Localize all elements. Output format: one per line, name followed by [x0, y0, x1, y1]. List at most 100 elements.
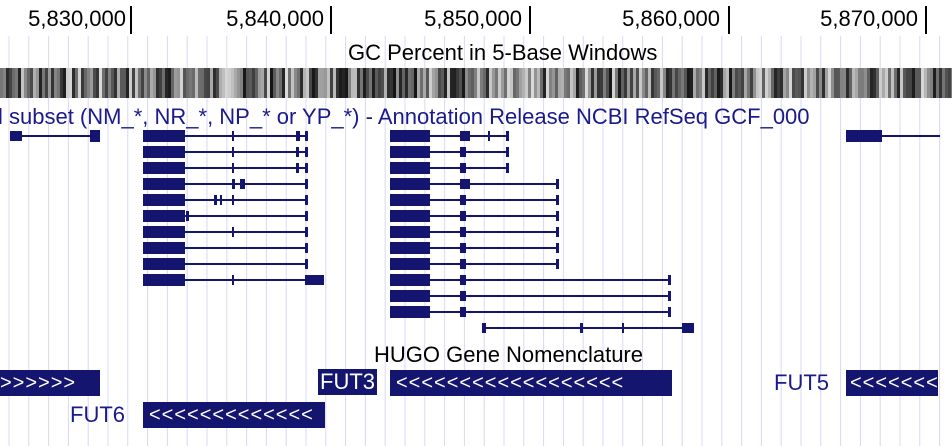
exon-block [390, 274, 410, 286]
refseq-transcript-track [10, 130, 940, 333]
gc-density-stripe [693, 68, 696, 98]
gc-density-stripe [822, 68, 825, 98]
gc-density-stripe [42, 68, 45, 98]
track-label-gc-percent[interactable]: GC Percent in 5-Base Windows [348, 40, 658, 65]
gc-density-stripe [885, 68, 888, 98]
gc-density-stripe [684, 68, 687, 98]
exon-block [506, 131, 509, 141]
gene-bar-fut3[interactable]: <<<<<<<<<<<<<<<<<< [390, 370, 672, 396]
gc-density-stripe [672, 68, 675, 98]
gc-density-stripe [879, 68, 882, 98]
gc-density-stripe [294, 68, 297, 98]
gc-density-stripe [69, 68, 72, 98]
gc-density-stripe [153, 68, 156, 98]
gc-density-stripe [465, 68, 468, 98]
track-label-refseq[interactable]: l subset (NM_*, NR_*, NP_* or YP_*) - An… [0, 104, 810, 129]
gc-density-stripe [276, 68, 279, 98]
exon-block [668, 307, 671, 317]
gc-density-stripe [468, 68, 471, 98]
gc-density-stripe [117, 68, 120, 98]
gc-density-stripe [819, 68, 822, 98]
gc-density-stripe [144, 68, 147, 98]
gc-density-stripe [360, 68, 363, 98]
gene-bar-fut6[interactable]: <<<<<<<<<<<<< [143, 402, 325, 428]
track-label-hugo[interactable]: HUGO Gene Nomenclature [374, 342, 643, 367]
gc-density-stripe [864, 68, 867, 98]
exon-block [305, 163, 308, 173]
exon-block [460, 275, 464, 285]
exon-block [460, 163, 464, 173]
gc-density-stripe [171, 68, 174, 98]
gc-density-stripe [408, 68, 411, 98]
gc-density-stripe [3, 68, 6, 98]
exon-block [390, 146, 410, 158]
gc-density-stripe [555, 68, 558, 98]
exon-block [410, 210, 430, 222]
gc-density-stripe [669, 68, 672, 98]
gc-density-stripe [63, 68, 66, 98]
gc-density-stripe [942, 68, 945, 98]
gc-density-stripe [546, 68, 549, 98]
gc-density-stripe [60, 68, 63, 98]
gene-label-fut5[interactable]: FUT5 [774, 370, 829, 395]
gc-density-stripe [660, 68, 663, 98]
gene-bar-fut5[interactable]: <<<<<<< [846, 370, 938, 396]
gc-density-stripe [828, 68, 831, 98]
gc-density-stripe [318, 68, 321, 98]
exon-block [163, 194, 185, 206]
ruler-tick [728, 6, 730, 34]
gc-density-stripe [813, 68, 816, 98]
gc-density-stripe [642, 68, 645, 98]
gc-density-stripe [507, 68, 510, 98]
gc-density-stripe [633, 68, 636, 98]
exon-block [460, 179, 470, 189]
gene-bar-left-partial[interactable]: >>>>>> [0, 370, 100, 396]
exon-block [163, 274, 185, 286]
gene-label-fut3[interactable]: FUT3 [318, 369, 377, 395]
gc-density-stripe [882, 68, 885, 98]
gc-density-stripe [51, 68, 54, 98]
gc-density-stripe [21, 68, 24, 98]
gc-density-stripe [903, 68, 906, 98]
gc-density-stripe [774, 68, 777, 98]
gc-density-stripe [636, 68, 639, 98]
gene-label-fut6[interactable]: FUT6 [70, 402, 125, 427]
gc-density-stripe [258, 68, 261, 98]
gc-density-stripe [519, 68, 522, 98]
exon-block [163, 226, 185, 238]
gc-density-stripe [147, 68, 150, 98]
gc-density-stripe [54, 68, 57, 98]
gc-density-stripe [621, 68, 624, 98]
exon-block [410, 146, 430, 158]
gc-density-stripe [915, 68, 918, 98]
exon-block [232, 227, 234, 237]
gc-density-stripe [252, 68, 255, 98]
exon-block [163, 210, 185, 222]
gc-density-stripe [390, 68, 393, 98]
gc-density-stripe [102, 68, 105, 98]
gc-density-stripe [834, 68, 837, 98]
exon-block [143, 178, 163, 190]
gc-density-stripe [387, 68, 390, 98]
gc-density-stripe [807, 68, 810, 98]
gc-density-stripe [840, 68, 843, 98]
gc-density-stripe [945, 68, 948, 98]
ruler-coord-label: 5,870,000 [820, 6, 918, 31]
gc-density-stripe [405, 68, 408, 98]
gc-density-stripe [351, 68, 354, 98]
exon-block [296, 147, 299, 157]
gc-density-stripe [771, 68, 774, 98]
gc-density-stripe [561, 68, 564, 98]
exon-block [163, 162, 185, 174]
exon-block [305, 211, 308, 221]
exon-block [90, 130, 100, 142]
gc-density-stripe [189, 68, 192, 98]
gc-density-stripe [297, 68, 300, 98]
gc-density-stripe [414, 68, 417, 98]
gc-density-stripe [30, 68, 33, 98]
exon-block [305, 195, 308, 205]
gc-density-stripe [207, 68, 210, 98]
gc-density-stripe [804, 68, 807, 98]
